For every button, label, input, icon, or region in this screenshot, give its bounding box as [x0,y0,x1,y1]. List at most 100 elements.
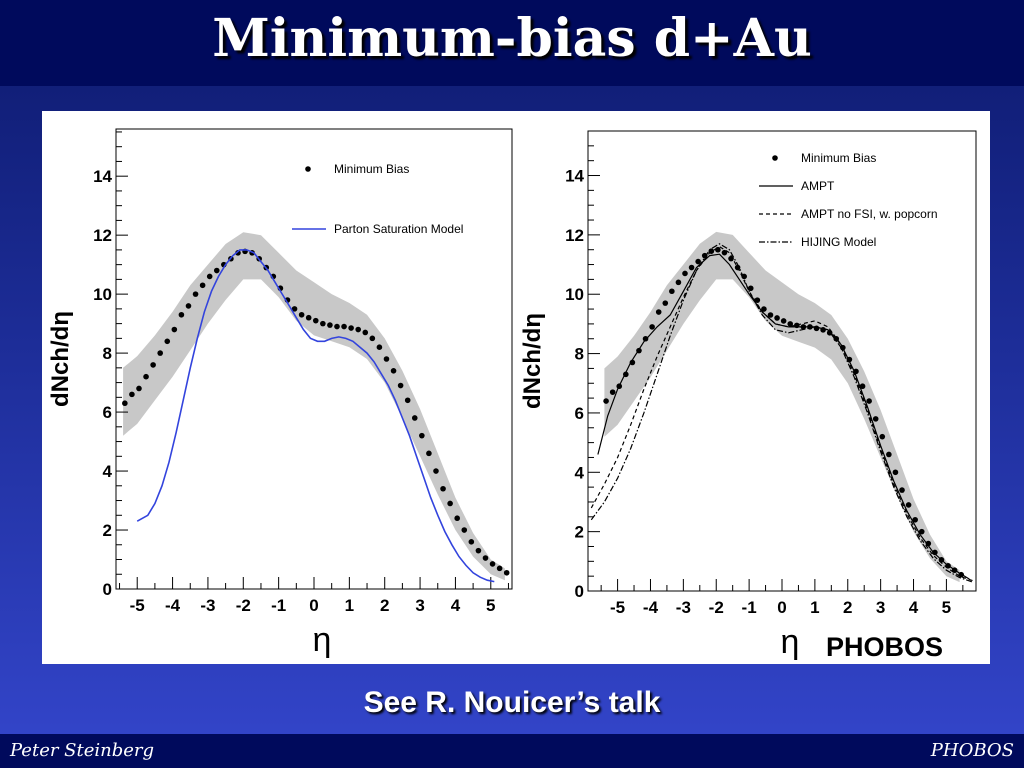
right-chart: -5 -4 -3 -2 -1 0 1 2 3 4 502468101214ηdNch/dηMinim… [521,130,977,661]
legend-marker [305,166,311,172]
data-point [404,397,411,404]
legend-entry: Minimum Bias [801,151,876,165]
data-point [859,383,866,390]
data-point [150,362,156,368]
slide-title: Minimum-bias d+Au [212,8,812,69]
data-point [503,569,510,576]
data-point [192,291,199,297]
data-point [433,468,439,474]
y-tick-label: 0 [575,582,584,601]
y-axis-label: dNch/dη [47,311,74,407]
data-point [609,389,616,395]
legend-marker [772,155,778,161]
left-chart: -5 -4 -3 -2 -1 0 1 2 3 4 502468101214ηdNch/dηMinim… [47,128,513,659]
x-axis-label: η [781,623,800,661]
data-point [213,267,220,274]
y-tick-label: 12 [565,226,584,245]
data-point [475,547,482,554]
series-line [590,243,973,583]
data-point [206,273,213,280]
data-point [886,451,892,458]
data-point [122,400,128,407]
data-point [369,335,376,342]
x-tick-label: 0 [309,596,318,615]
data-point [482,555,489,561]
footer-author: Peter Steinberg [10,740,155,761]
data-point [715,246,721,253]
x-axis-label: η [313,621,332,659]
x-tick-label: 1 [345,596,354,615]
data-point [341,323,347,330]
data-point [426,450,432,457]
y-tick-label: 6 [103,403,112,422]
data-point [235,250,241,256]
title-bar [0,0,1024,86]
x-tick-label: 5 [486,596,495,615]
data-point [918,528,925,535]
y-axis-label: dNch/dη [521,313,546,409]
legend-entry: AMPT no FSI, w. popcorn [801,207,938,221]
data-point [603,398,609,404]
data-point [440,485,446,492]
data-point [355,326,361,333]
y-tick-label: 8 [575,345,584,364]
x-tick-label: 4 [909,598,919,617]
x-tick-label: -1 [271,596,286,615]
data-point [383,356,390,362]
y-tick-label: 8 [103,344,112,363]
y-tick-label: 0 [103,580,112,599]
x-tick-label: -4 [643,598,659,617]
y-tick-label: 4 [103,462,113,481]
data-point [872,416,879,422]
data-point [662,300,669,306]
x-tick-label: -2 [236,596,251,615]
data-point [767,312,774,318]
data-point [655,309,662,315]
data-point [468,539,475,545]
x-tick-label: 2 [843,598,852,617]
data-point [334,323,340,330]
y-tick-label: 10 [565,285,584,304]
y-tick-label: 12 [93,226,112,245]
data-point [925,540,932,547]
data-point [496,565,503,572]
x-tick-label: -5 [610,598,625,617]
x-tick-label: 2 [380,596,389,615]
data-point [447,500,453,507]
data-point [171,326,178,333]
x-tick-label: 0 [777,598,786,617]
y-tick-label: 4 [575,463,585,482]
data-point [312,317,319,324]
data-point [454,515,460,522]
data-point [327,322,333,328]
data-point [362,329,369,336]
data-point [199,282,206,289]
data-point [320,320,326,327]
legend-entry: Parton Saturation Model [334,222,463,236]
data-point [185,303,192,309]
data-point [419,432,425,439]
data-point [291,306,298,312]
x-tick-label: -5 [130,596,145,615]
data-point [164,338,171,345]
data-point [129,391,135,398]
data-point [761,306,767,312]
systematic-band [604,231,960,583]
data-point [675,279,682,286]
footer-bar [0,734,1024,768]
series-line [136,249,495,583]
data-point [461,527,468,533]
x-tick-label: -1 [742,598,757,617]
y-tick-label: 14 [93,167,112,186]
data-point [397,382,404,389]
data-point [879,433,886,440]
data-point [899,487,905,493]
x-tick-label: -2 [709,598,724,617]
data-point [688,264,695,271]
x-tick-label: 3 [415,596,424,615]
data-point [892,469,899,476]
data-point [774,315,780,321]
systematic-band [123,232,505,581]
data-point [136,385,142,392]
data-point [376,344,383,351]
